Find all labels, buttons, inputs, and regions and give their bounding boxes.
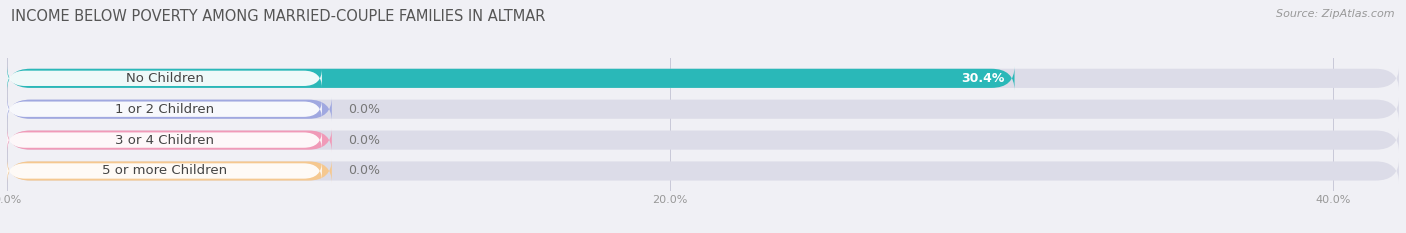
FancyBboxPatch shape [7, 69, 322, 88]
FancyBboxPatch shape [7, 128, 1399, 152]
Text: 0.0%: 0.0% [349, 164, 381, 178]
FancyBboxPatch shape [7, 131, 322, 149]
Text: 5 or more Children: 5 or more Children [101, 164, 226, 178]
FancyBboxPatch shape [7, 97, 1399, 121]
FancyBboxPatch shape [7, 100, 322, 119]
Text: 0.0%: 0.0% [349, 103, 381, 116]
FancyBboxPatch shape [7, 159, 1399, 183]
Text: No Children: No Children [125, 72, 204, 85]
FancyBboxPatch shape [7, 66, 1399, 90]
FancyBboxPatch shape [7, 128, 332, 152]
Text: 3 or 4 Children: 3 or 4 Children [115, 134, 214, 147]
FancyBboxPatch shape [7, 66, 1015, 90]
Text: 0.0%: 0.0% [349, 134, 381, 147]
Text: INCOME BELOW POVERTY AMONG MARRIED-COUPLE FAMILIES IN ALTMAR: INCOME BELOW POVERTY AMONG MARRIED-COUPL… [11, 9, 546, 24]
Text: Source: ZipAtlas.com: Source: ZipAtlas.com [1277, 9, 1395, 19]
FancyBboxPatch shape [7, 162, 322, 180]
Text: 1 or 2 Children: 1 or 2 Children [115, 103, 214, 116]
Text: 30.4%: 30.4% [962, 72, 1004, 85]
FancyBboxPatch shape [7, 159, 332, 183]
FancyBboxPatch shape [7, 97, 332, 121]
